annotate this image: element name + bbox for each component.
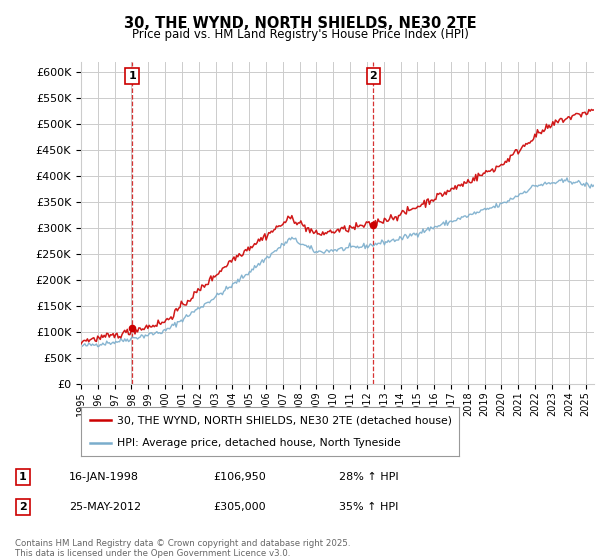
Text: 1: 1	[19, 472, 26, 482]
Text: 25-MAY-2012: 25-MAY-2012	[69, 502, 141, 512]
Text: 16-JAN-1998: 16-JAN-1998	[69, 472, 139, 482]
Text: £305,000: £305,000	[213, 502, 266, 512]
Text: 30, THE WYND, NORTH SHIELDS, NE30 2TE (detached house): 30, THE WYND, NORTH SHIELDS, NE30 2TE (d…	[117, 416, 452, 426]
Text: Price paid vs. HM Land Registry's House Price Index (HPI): Price paid vs. HM Land Registry's House …	[131, 28, 469, 41]
Text: 2: 2	[370, 71, 377, 81]
Text: 35% ↑ HPI: 35% ↑ HPI	[339, 502, 398, 512]
Text: 1: 1	[128, 71, 136, 81]
Text: 28% ↑ HPI: 28% ↑ HPI	[339, 472, 398, 482]
Text: HPI: Average price, detached house, North Tyneside: HPI: Average price, detached house, Nort…	[117, 438, 401, 448]
Text: 2: 2	[19, 502, 26, 512]
Text: Contains HM Land Registry data © Crown copyright and database right 2025.
This d: Contains HM Land Registry data © Crown c…	[15, 539, 350, 558]
Text: 30, THE WYND, NORTH SHIELDS, NE30 2TE: 30, THE WYND, NORTH SHIELDS, NE30 2TE	[124, 16, 476, 31]
Text: £106,950: £106,950	[213, 472, 266, 482]
